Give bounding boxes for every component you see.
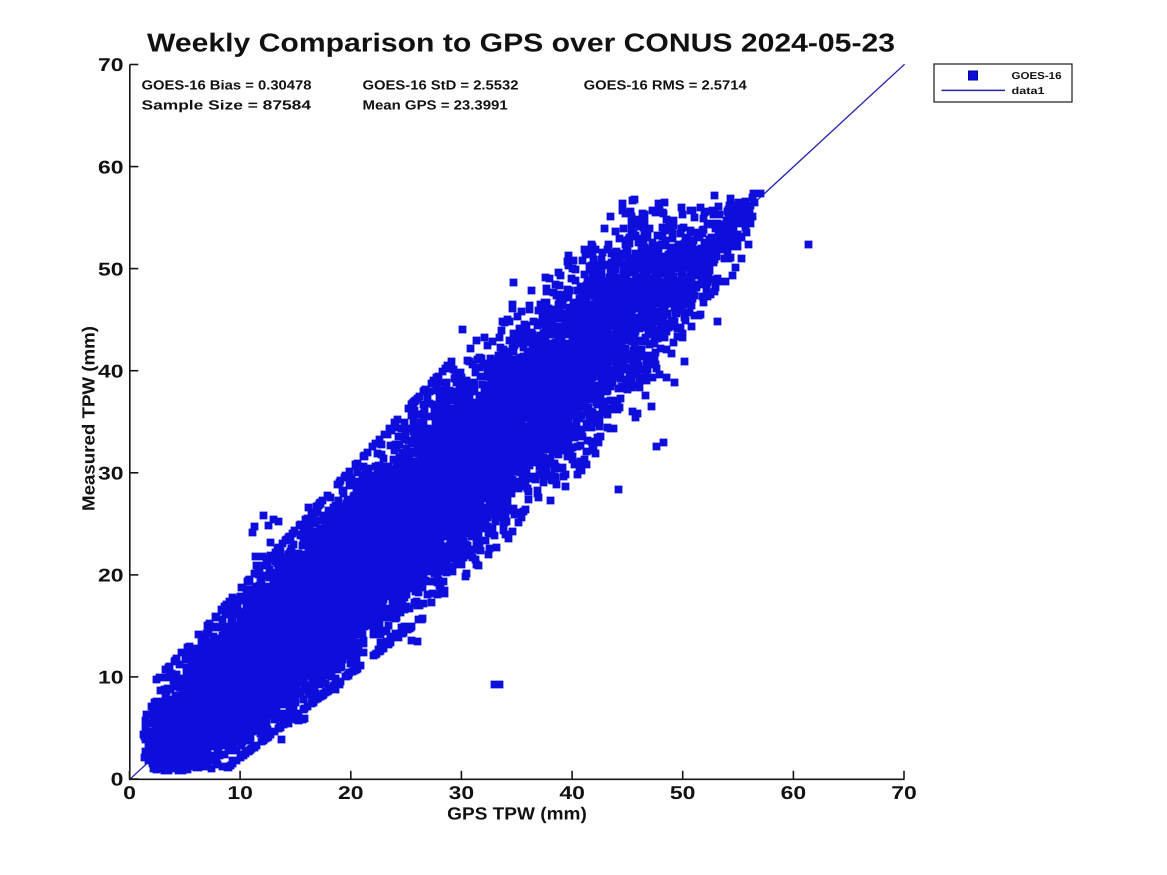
svg-text:0: 0 [123,782,136,803]
svg-text:60: 60 [781,782,807,803]
svg-text:70: 70 [98,54,124,75]
svg-text:20: 20 [98,565,124,586]
svg-text:70: 70 [891,782,917,803]
svg-text:50: 50 [670,782,696,803]
svg-text:40: 40 [98,360,124,381]
svg-text:GPS TPW (mm): GPS TPW (mm) [447,804,587,824]
svg-text:Mean GPS = 23.3991: Mean GPS = 23.3991 [363,98,508,113]
svg-text:0: 0 [111,769,124,790]
svg-text:10: 10 [98,667,124,688]
svg-text:GOES-16 Bias = 0.30478: GOES-16 Bias = 0.30478 [142,77,312,92]
svg-text:40: 40 [559,782,585,803]
svg-text:GOES-16: GOES-16 [1012,71,1062,82]
svg-text:20: 20 [338,782,364,803]
svg-text:Measured TPW (mm): Measured TPW (mm) [79,326,99,511]
svg-text:Sample Size = 87584: Sample Size = 87584 [142,98,312,113]
svg-text:GOES-16 StD = 2.5532: GOES-16 StD = 2.5532 [363,77,519,92]
svg-text:30: 30 [98,463,124,484]
svg-text:10: 10 [227,782,253,803]
svg-text:GOES-16 RMS = 2.5714: GOES-16 RMS = 2.5714 [584,77,748,92]
svg-text:data1: data1 [1012,86,1046,97]
svg-text:Weekly Comparison to GPS over: Weekly Comparison to GPS over CONUS 2024… [147,28,895,58]
svg-text:30: 30 [449,782,475,803]
svg-text:50: 50 [98,258,124,279]
svg-text:60: 60 [98,156,124,177]
